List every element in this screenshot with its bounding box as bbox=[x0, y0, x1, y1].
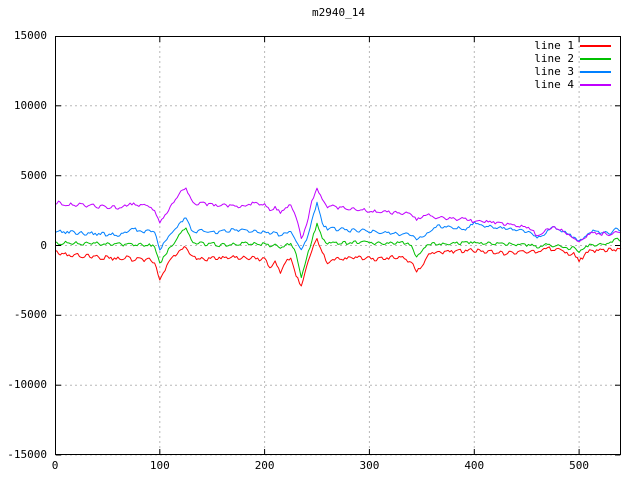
y-tick-label: 15000 bbox=[13, 29, 47, 42]
x-tick-label: 100 bbox=[149, 459, 170, 472]
series-line-3 bbox=[55, 201, 622, 251]
y-tick-label: 0 bbox=[40, 238, 47, 252]
y-tick-label: 5000 bbox=[20, 168, 48, 182]
x-tick-label: 400 bbox=[464, 459, 485, 472]
legend-label: line 2 bbox=[534, 52, 574, 65]
legend-entry-1: line 1 bbox=[534, 39, 611, 52]
legend-entry-2: line 2 bbox=[534, 52, 611, 65]
series-line-2 bbox=[55, 222, 622, 279]
legend-line-sample bbox=[580, 44, 611, 47]
legend: line 1 line 2 line 3 line 4 bbox=[534, 39, 611, 91]
grid-lines bbox=[55, 36, 621, 456]
plot-border bbox=[55, 36, 621, 456]
plot-svg bbox=[55, 36, 622, 456]
y-tick-label: 10000 bbox=[13, 98, 47, 112]
x-tick-label: 300 bbox=[359, 459, 380, 472]
y-tick-label: -15000 bbox=[7, 448, 47, 461]
legend-entry-3: line 3 bbox=[534, 65, 611, 78]
series-line-4 bbox=[55, 187, 622, 243]
legend-label: line 1 bbox=[534, 39, 574, 52]
legend-line-sample bbox=[580, 83, 611, 86]
plot-area bbox=[55, 36, 622, 456]
y-tick-label: -10000 bbox=[7, 378, 47, 392]
chart-title: m2940_14 bbox=[312, 6, 365, 19]
legend-label: line 4 bbox=[534, 78, 574, 91]
series-line-1 bbox=[55, 238, 622, 287]
x-tick-label: 500 bbox=[569, 459, 589, 472]
y-tick-label: -5000 bbox=[13, 308, 47, 322]
legend-line-sample bbox=[580, 57, 611, 60]
x-tick-label: 200 bbox=[254, 459, 275, 472]
legend-entry-4: line 4 bbox=[534, 78, 611, 91]
legend-line-sample bbox=[580, 70, 611, 73]
x-tick-label: 0 bbox=[51, 459, 59, 472]
legend-label: line 3 bbox=[534, 65, 574, 78]
